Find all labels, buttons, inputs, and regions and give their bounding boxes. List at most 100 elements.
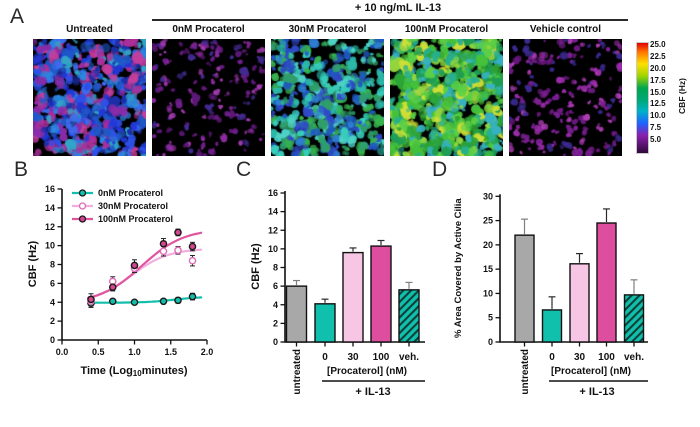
d-ytick-label: 30 [483,191,493,201]
c-category-label: 30 [347,352,359,363]
d-category-label: untreated [520,349,531,395]
d-il13-annotation: + IL-13 [579,386,614,398]
colorbar-tick: 10.0 [650,111,666,121]
b-data-point-series0 [130,298,139,307]
colorbar-tick: 20.0 [650,63,666,73]
b-legend-marker-1 [78,202,87,210]
colorbar-tick: 12.5 [650,99,666,109]
c-category-label: veh. [399,352,419,363]
b-ytick-label: 6 [50,278,55,288]
c-ytick-label: 8 [273,263,278,273]
colorbar-tick: 15.0 [650,87,666,97]
c-ytick-label: 4 [273,300,278,310]
d-category-label: 30 [574,352,586,363]
c-ytick-label: 16 [268,188,278,198]
panel-b-chart: 0 2 4 6 8 10 12 14 16 0.0 0.5 1.0 1.5 2.0 CBF (Hz) Time… [27,184,213,378]
c-bar-0 [314,303,336,343]
b-data-point-series2 [130,261,139,270]
b-data-point-series2 [87,295,95,304]
c-category-label: 100 [373,352,390,363]
b-ytick-label: 2 [50,316,55,326]
micrograph-30nm-procaterol [271,39,384,156]
b-xtick-label: 0.0 [56,347,69,357]
d-ytick-label: 0 [488,337,493,347]
c-ytick-label: 14 [268,207,278,217]
d-category-label: veh. [624,352,644,363]
b-legend-label-2: 100nM Procaterol [98,214,173,224]
panel-a-label: A [10,5,26,28]
d-category-label: 0 [549,352,555,363]
d-ytick-label: 5 [488,313,493,323]
b-data-point-series2 [108,283,117,291]
b-ytick-label: 16 [45,184,55,194]
panel-d-chart: 0 5 10 15 20 25 30 % Area Covered by Active Cil… [453,191,648,398]
column-label-100nm-procaterol: 100nM Procaterol [404,24,489,35]
b-ytick-label: 12 [45,222,55,232]
d-ytick-label: 25 [483,216,493,226]
panel-d-label: D [432,158,449,181]
d-bar-0 [541,309,563,343]
il13-treatment-header: + 10 ng/mL IL-13 [354,2,442,14]
c-ytick-label: 6 [273,281,278,291]
micrograph-untreated [33,39,146,156]
d-bar-veh. [623,294,645,343]
b-legend-marker-0 [78,189,87,197]
b-data-point-series0 [108,297,117,306]
b-data-point-series1 [174,246,182,255]
b-ytick-label: 8 [50,260,55,270]
d-bar-untreated [514,234,535,343]
b-ytick-label: 14 [45,203,55,213]
colorbar-tick: 7.5 [650,123,662,133]
colorbar-tick: 22.5 [650,51,666,61]
c-ytick-label: 2 [273,318,278,328]
c-category-label: untreated [292,349,303,395]
c-il13-annotation: + IL-13 [355,386,390,398]
b-data-point-series2 [188,242,197,251]
b-x-axis-label: Time (Log10minutes) [80,365,187,378]
d-ytick-label: 10 [483,288,493,298]
d-category-label: 100 [598,352,615,363]
b-legend-label-1: 30nM Procaterol [98,201,168,211]
b-data-point-series1 [159,247,168,256]
b-xtick-label: 2.0 [201,347,214,357]
b-ytick-label: 4 [50,297,55,307]
b-legend-label-0: 0nM Procaterol [98,188,163,198]
c-bar-veh. [398,289,420,343]
d-bar-100 [596,222,617,343]
d-bar-30 [569,263,590,343]
d-ytick-label: 15 [483,264,493,274]
colorbar-tick-labels: 25.0 22.5 20.0 17.5 15.0 12.5 10.0 7.5 5… [650,40,666,145]
c-ytick-label: 12 [268,225,278,235]
panel-c-label: C [236,158,253,181]
b-fit-curve-0 [87,296,203,304]
column-label-0nm-procaterol: 0nM Procaterol [172,24,245,35]
d-y-axis-label: % Area Covered by Active Cilia [453,198,464,338]
c-group-axis-label: [Procaterol] (nM) [327,366,407,377]
b-xtick-label: 1.0 [128,347,141,357]
b-data-point-series0 [188,292,197,301]
b-data-point-series2 [174,228,182,237]
colorbar-tick: 17.5 [650,75,666,85]
panel-c-chart: 0 2 4 6 8 10 12 14 16 CBF (Hz) untreated 0 30 100 veh.… [250,188,425,398]
micrograph-vehicle-control [509,39,622,156]
b-legend-marker-2 [78,215,87,223]
c-bar-100 [370,245,392,343]
b-data-point-series0 [174,296,182,305]
column-label-30nm-procaterol: 30nM Procaterol [288,24,367,35]
cbf-colorbar [636,42,649,154]
column-label-vehicle-control: Vehicle control [529,24,602,35]
b-fit-curve-2 [87,231,203,299]
c-y-axis-label: CBF (Hz) [250,243,262,290]
d-group-axis-label: [Procaterol] (nM) [551,366,631,377]
c-bar-30 [342,251,364,343]
colorbar-tick: 5.0 [650,135,662,144]
c-ytick-label: 0 [273,337,278,347]
d-ytick-label: 20 [483,240,493,250]
b-xtick-label: 1.5 [164,347,177,357]
b-ytick-label: 0 [50,335,55,345]
column-label-untreated: Untreated [66,24,113,35]
b-y-axis-label: CBF (Hz) [27,240,39,287]
panel-b-label: B [14,158,30,181]
